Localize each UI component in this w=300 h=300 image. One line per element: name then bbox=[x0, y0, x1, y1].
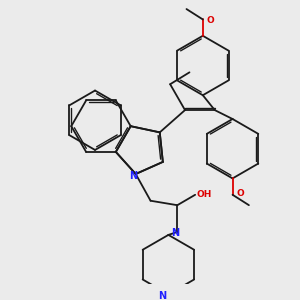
Text: N: N bbox=[158, 291, 166, 300]
Text: O: O bbox=[206, 16, 214, 26]
Text: OH: OH bbox=[196, 190, 212, 199]
Text: O: O bbox=[236, 189, 244, 198]
Text: N: N bbox=[171, 228, 179, 239]
Text: N: N bbox=[129, 171, 137, 182]
